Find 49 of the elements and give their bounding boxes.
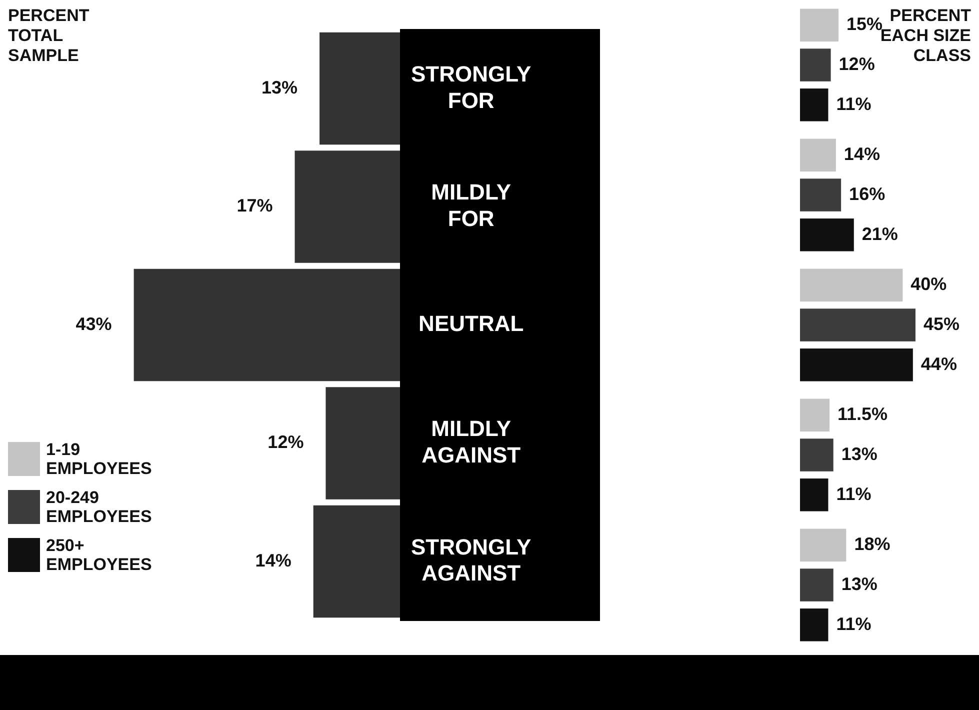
data-label: 14% xyxy=(844,144,880,164)
data-label: 45% xyxy=(923,314,960,334)
bar xyxy=(800,398,830,432)
data-label: 18% xyxy=(854,534,890,554)
bar xyxy=(800,88,828,122)
bar xyxy=(800,308,916,342)
data-label: 13% xyxy=(841,574,878,594)
bar xyxy=(800,178,842,212)
bar xyxy=(800,268,903,302)
bar xyxy=(800,48,831,82)
bar xyxy=(313,505,400,618)
data-label: 15% xyxy=(846,14,883,34)
data-label: 13% xyxy=(261,77,298,98)
chart-title: PERCENT TOTAL SAMPLE xyxy=(8,6,90,66)
y-tick-label: STRONGLY AGAINST xyxy=(410,534,532,586)
bar xyxy=(800,478,828,512)
data-label: 13% xyxy=(841,444,878,464)
data-label: 12% xyxy=(268,432,304,452)
data-label: 43% xyxy=(76,314,112,334)
data-label: 11% xyxy=(836,484,872,504)
bar xyxy=(294,150,400,263)
legend-label: 250+ EMPLOYEES xyxy=(46,536,153,574)
bar xyxy=(800,138,836,172)
bar xyxy=(800,568,834,602)
data-label: 11% xyxy=(836,94,872,114)
bar xyxy=(800,348,913,382)
data-label: 11% xyxy=(836,614,872,634)
y-tick-label: NEUTRAL xyxy=(418,311,524,336)
data-label: 16% xyxy=(849,184,886,204)
y-tick-label: MILDLY AGAINST xyxy=(422,416,522,468)
bar xyxy=(800,608,828,642)
data-label: 14% xyxy=(255,550,292,570)
y-tick-label: STRONGLY FOR xyxy=(410,61,532,113)
bar xyxy=(800,528,846,562)
data-label: 21% xyxy=(862,224,898,244)
bar xyxy=(800,438,834,472)
bar xyxy=(800,8,838,42)
y-tick-label: MILDLY FOR xyxy=(431,180,512,232)
legend-label: 20-249 EMPLOYEES xyxy=(46,488,153,526)
bar xyxy=(134,268,400,382)
bar xyxy=(800,218,854,252)
legend-label: 1-19 EMPLOYEES xyxy=(46,440,153,478)
data-label: 44% xyxy=(920,354,957,374)
data-label: 40% xyxy=(910,274,947,294)
bar xyxy=(326,387,400,500)
bar xyxy=(320,32,400,145)
data-label: 12% xyxy=(838,54,875,74)
data-label: 11.5% xyxy=(838,404,888,424)
data-label: 17% xyxy=(236,196,273,216)
